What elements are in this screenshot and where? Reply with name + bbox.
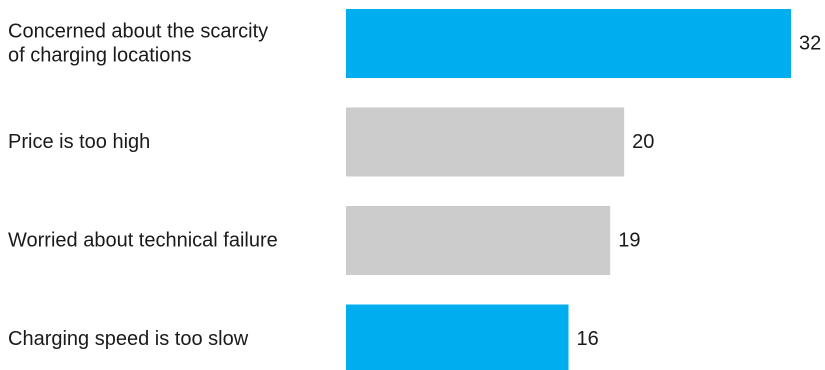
value-label-2: 20 bbox=[632, 131, 654, 153]
category-label-1: Concerned about the scarcity of charging … bbox=[8, 21, 268, 67]
category-label-4: Charging speed is too slow bbox=[8, 328, 249, 350]
value-labels: 32 20 19 16 bbox=[577, 33, 822, 351]
value-label-3: 19 bbox=[618, 230, 640, 252]
bar-1 bbox=[346, 9, 791, 78]
bars bbox=[346, 9, 791, 370]
category-label-line: of charging locations bbox=[8, 45, 191, 67]
bar-4 bbox=[346, 304, 569, 370]
category-labels: Concerned about the scarcity of charging … bbox=[8, 21, 278, 351]
category-label-line: Charging speed is too slow bbox=[8, 328, 249, 350]
category-label-3: Worried about technical failure bbox=[8, 230, 278, 252]
bar-2 bbox=[346, 107, 625, 177]
category-label-2: Price is too high bbox=[8, 131, 150, 153]
category-label-line: Price is too high bbox=[8, 131, 150, 153]
category-label-line: Worried about technical failure bbox=[8, 230, 278, 252]
value-label-4: 16 bbox=[577, 328, 599, 350]
value-label-1: 32 bbox=[799, 33, 821, 55]
bar-3 bbox=[346, 206, 611, 275]
category-label-line: Concerned about the scarcity bbox=[8, 21, 268, 43]
